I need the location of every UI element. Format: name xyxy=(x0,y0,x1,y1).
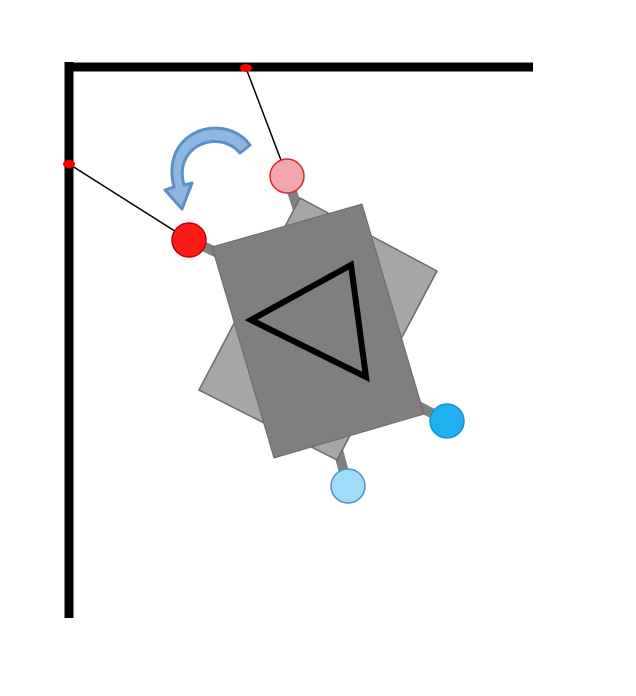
main-plate-group xyxy=(184,203,452,459)
string-top xyxy=(245,67,288,177)
pin-lightblue xyxy=(330,468,366,504)
pin-pink xyxy=(269,158,305,194)
main-triangle xyxy=(244,260,370,383)
anchor-point-left xyxy=(63,160,75,168)
main-plate xyxy=(211,203,425,459)
anchor-point-top xyxy=(240,64,252,72)
pin-red xyxy=(171,222,207,258)
pin-blue xyxy=(429,403,465,439)
string-left xyxy=(68,163,190,241)
rotation-arrow-icon xyxy=(163,126,252,211)
